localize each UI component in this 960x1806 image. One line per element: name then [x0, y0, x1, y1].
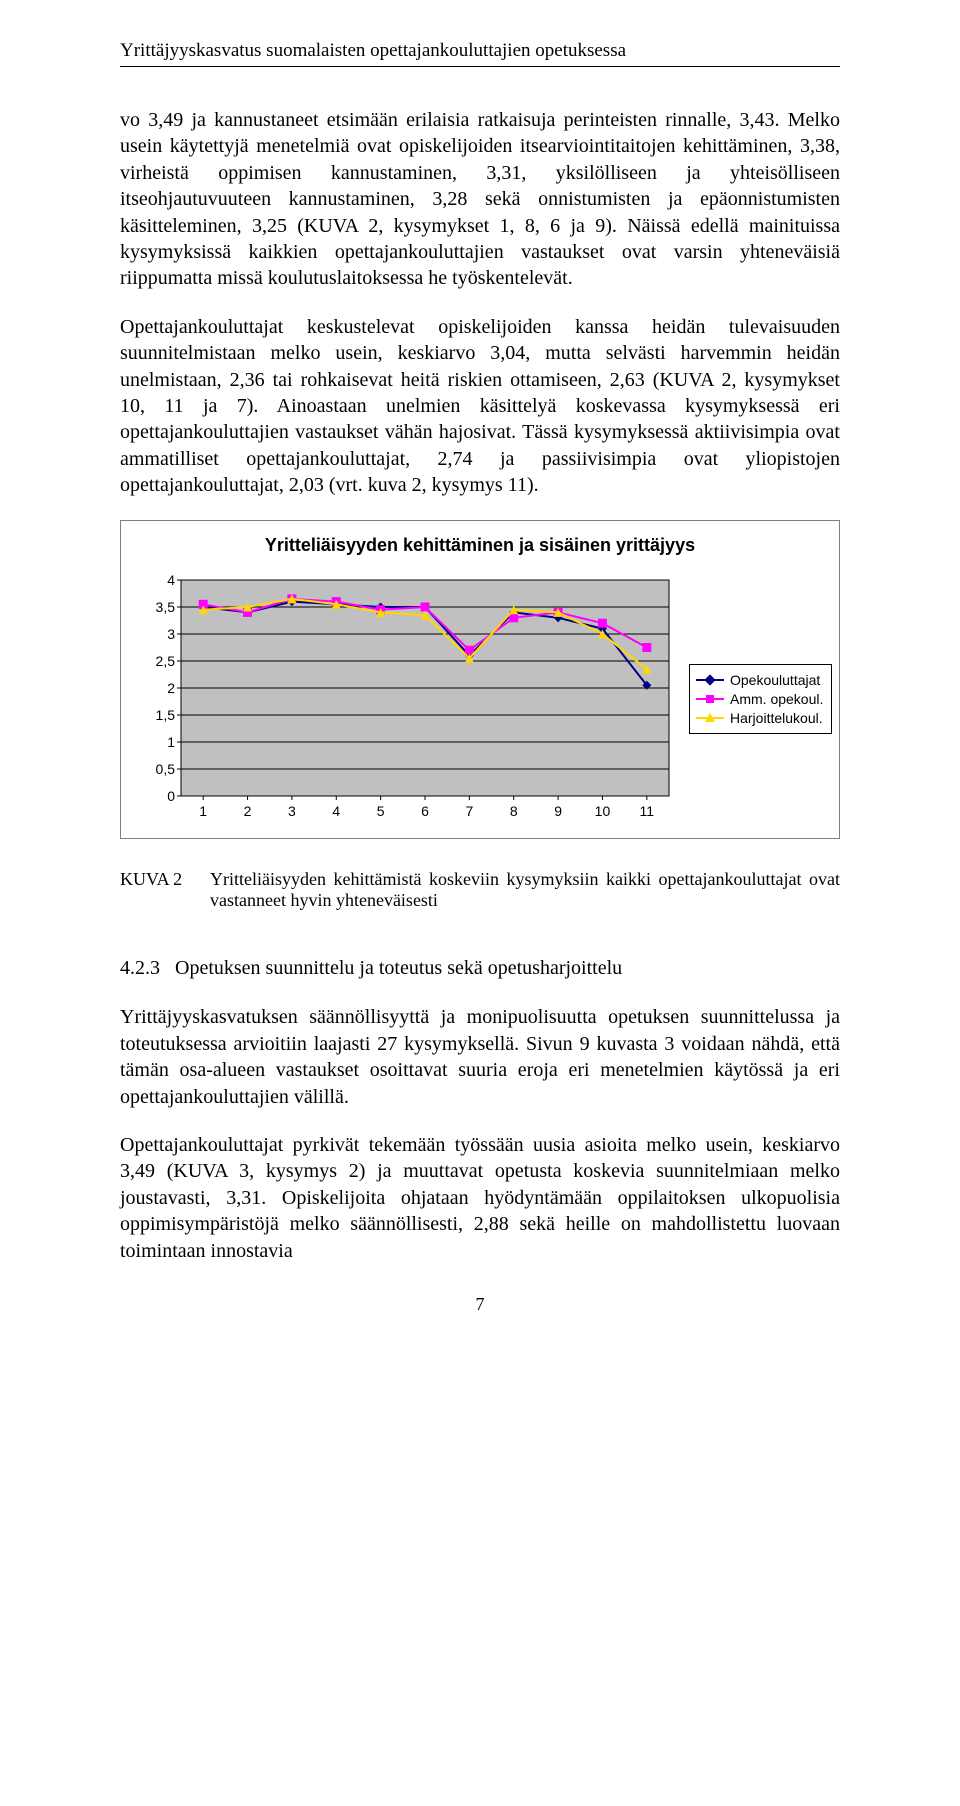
- svg-text:2: 2: [167, 680, 175, 696]
- section-number: 4.2.3: [120, 957, 160, 979]
- paragraph-4: Opettajankouluttajat pyrkivät tekemään t…: [120, 1132, 840, 1264]
- figure-caption-label: KUVA 2: [120, 869, 210, 911]
- svg-text:7: 7: [465, 803, 473, 819]
- section-heading: 4.2.3 Opetuksen suunnittelu ja toteutus …: [120, 957, 840, 980]
- svg-text:1: 1: [167, 734, 175, 750]
- legend-item: Harjoittelukoul.: [696, 710, 823, 726]
- figure-caption-text: Yritteliäisyyden kehittämistä koskeviin …: [210, 869, 840, 911]
- svg-text:0,5: 0,5: [156, 761, 176, 777]
- svg-text:1: 1: [199, 803, 207, 819]
- svg-text:10: 10: [595, 803, 611, 819]
- svg-text:3: 3: [167, 626, 175, 642]
- svg-text:2: 2: [244, 803, 252, 819]
- section-title: Opetuksen suunnittelu ja toteutus sekä o…: [175, 957, 622, 979]
- legend-label: Harjoittelukoul.: [730, 710, 823, 726]
- svg-text:3: 3: [288, 803, 296, 819]
- svg-text:4: 4: [167, 574, 175, 588]
- legend-item: Opekouluttajat: [696, 672, 823, 688]
- chart-title: Yritteliäisyyden kehittäminen ja sisäine…: [139, 535, 821, 556]
- svg-text:4: 4: [332, 803, 340, 819]
- svg-text:8: 8: [510, 803, 518, 819]
- paragraph-2: Opettajankouluttajat keskustelevat opisk…: [120, 314, 840, 499]
- svg-text:9: 9: [554, 803, 562, 819]
- paragraph-3: Yrittäjyyskasvatuksen säännöllisyyttä ja…: [120, 1004, 840, 1110]
- paragraph-1: vo 3,49 ja kannustaneet etsimään erilais…: [120, 107, 840, 292]
- svg-text:5: 5: [377, 803, 385, 819]
- svg-text:3,5: 3,5: [156, 599, 176, 615]
- legend-label: Opekouluttajat: [730, 672, 820, 688]
- chart-container: Yritteliäisyyden kehittäminen ja sisäine…: [120, 520, 840, 839]
- svg-text:1,5: 1,5: [156, 707, 176, 723]
- svg-text:11: 11: [640, 803, 655, 819]
- chart-svg: 0 0,5 1 1,5 2 2,5 3 3,5 4 1 2 3 4 5 6 7 8 9 10 11: [139, 574, 679, 824]
- svg-text:6: 6: [421, 803, 429, 819]
- page-header-title: Yrittäjyyskasvatus suomalaisten opettaja…: [120, 40, 840, 62]
- legend-label: Amm. opekoul.: [730, 691, 823, 707]
- page-number: 7: [120, 1294, 840, 1315]
- chart-body: 0 0,5 1 1,5 2 2,5 3 3,5 4 1 2 3 4 5 6 7 8 9 10 11 Opekoulut…: [139, 574, 821, 824]
- svg-text:2,5: 2,5: [156, 653, 176, 669]
- header-rule: [120, 66, 840, 67]
- chart-legend: Opekouluttajat Amm. opekoul. Harjoitteluko…: [689, 664, 832, 734]
- svg-text:0: 0: [167, 788, 175, 804]
- legend-item: Amm. opekoul.: [696, 691, 823, 707]
- figure-caption: KUVA 2 Yritteliäisyyden kehittämistä kos…: [120, 869, 840, 911]
